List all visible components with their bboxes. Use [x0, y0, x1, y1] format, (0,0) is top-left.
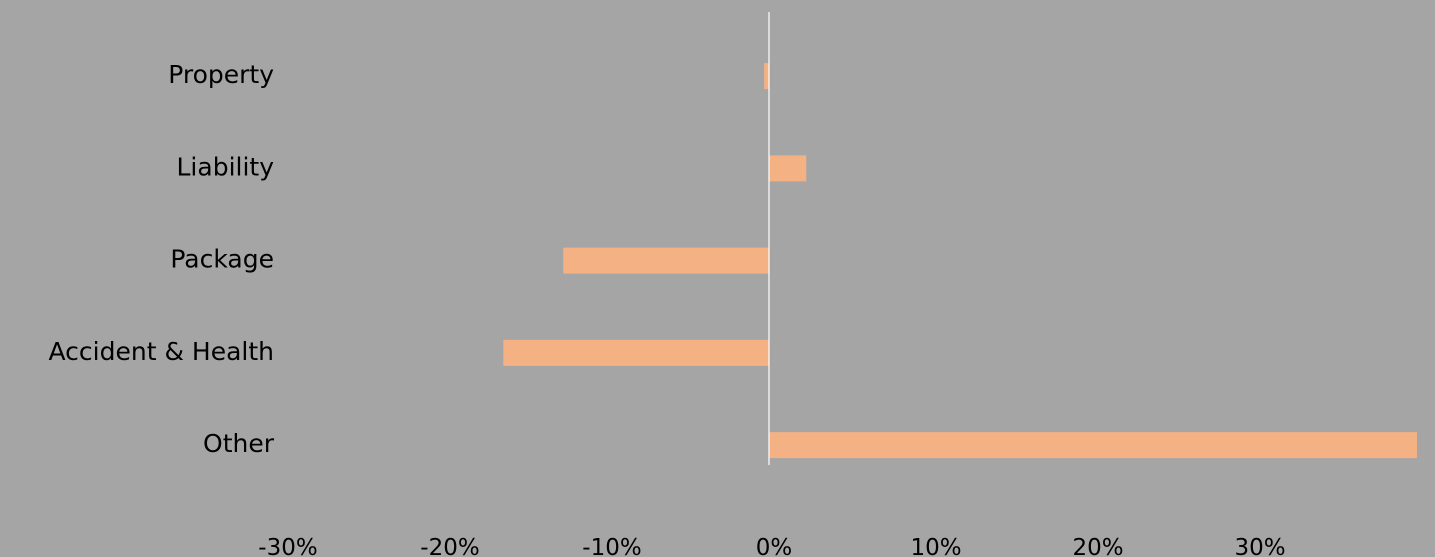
x-tick-label: -10%: [582, 535, 641, 557]
x-tick-label: 30%: [1234, 535, 1285, 557]
category-label: Property: [168, 60, 274, 89]
category-label: Other: [203, 429, 275, 458]
x-axis-tick-labels: -30% -20% -10% 0% 10% 20% 30%: [258, 535, 1285, 557]
x-tick-label: 10%: [910, 535, 961, 557]
bar-property: [764, 63, 769, 90]
category-label: Liability: [177, 152, 275, 181]
bars-group: [503, 63, 1417, 459]
x-tick-label: -20%: [420, 535, 479, 557]
category-label: Accident & Health: [49, 337, 274, 366]
x-tick-label: 20%: [1072, 535, 1123, 557]
plot-area: [283, 10, 1428, 480]
bar-liability: [769, 155, 807, 182]
category-labels: Property Liability Package Accident & Healt…: [49, 60, 275, 458]
bar-other: [769, 432, 1417, 459]
x-tick-label: -30%: [258, 535, 317, 557]
x-tick-label: 0%: [756, 535, 793, 557]
category-label: Package: [170, 245, 274, 274]
bar-package: [563, 247, 769, 274]
bar-accident-health: [503, 339, 769, 366]
